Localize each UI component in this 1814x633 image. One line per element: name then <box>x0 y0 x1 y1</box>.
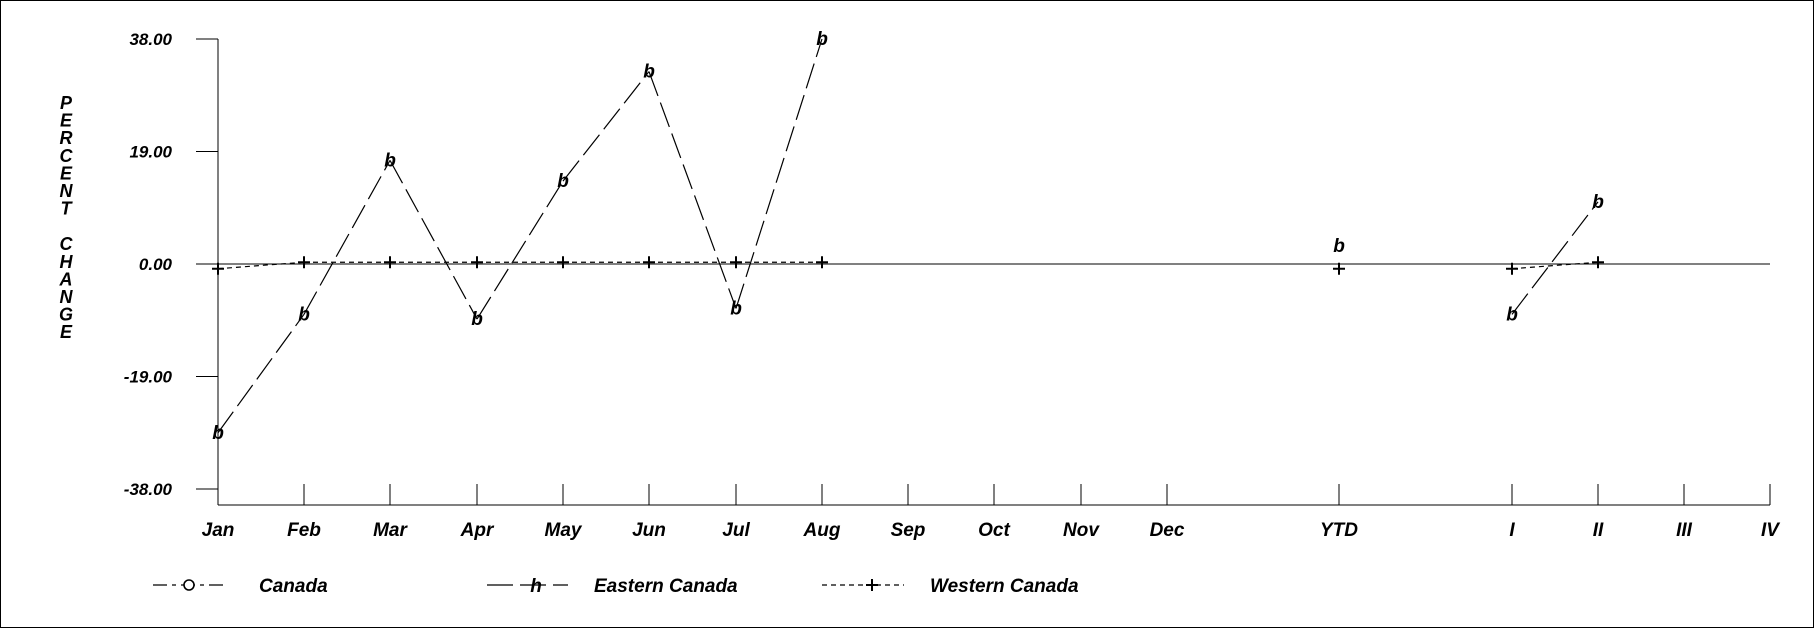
eastern-canada-point: b <box>730 298 742 319</box>
x-tick-label: Jan <box>202 520 235 541</box>
series-layer: b b b b b b b b b b b <box>212 29 1604 444</box>
x-tick-label: III <box>1676 520 1693 541</box>
x-tick-label: Sep <box>891 520 926 541</box>
y-axis-label-letter: H <box>60 252 74 272</box>
eastern-canada-line <box>735 38 823 309</box>
eastern-canada-point: b <box>643 62 655 83</box>
western-canada-point <box>816 256 828 269</box>
x-tick-label: Oct <box>978 520 1010 541</box>
western-canada-point <box>471 256 483 269</box>
x-tick-label: Aug <box>803 520 841 541</box>
y-tick-label: -38.00 <box>124 480 173 499</box>
y-axis-label-letter: N <box>60 287 74 307</box>
x-tick-label: Mar <box>373 520 408 541</box>
y-axis-label-letter: E <box>60 322 73 342</box>
eastern-canada-point: b <box>471 309 483 330</box>
eastern-canada-line <box>389 160 478 320</box>
y-tick-label: 38.00 <box>129 30 172 49</box>
y-axis-label-letter: T <box>61 199 74 219</box>
legend-western-label: Western Canada <box>930 576 1079 597</box>
y-axis-label-letter: E <box>60 163 73 183</box>
y-axis-label-letter: G <box>59 305 73 325</box>
western-canada-point <box>643 256 655 269</box>
legend: Canada h Eastern Canada Western Canada <box>153 576 1079 597</box>
eastern-canada-line <box>303 160 391 315</box>
tick-labels: 38.00 19.00 0.00 -19.00 -38.00 Jan Feb Mar Apr Ma… <box>124 30 1781 541</box>
legend-eastern-marker: h <box>530 576 542 597</box>
eastern-canada-line <box>1511 201 1599 315</box>
y-tick-label: 19.00 <box>129 143 172 162</box>
western-canada-point <box>1333 262 1345 275</box>
axes <box>196 38 1771 506</box>
y-axis-label-letter: P <box>60 93 73 113</box>
x-tick-label: I <box>1509 520 1515 541</box>
eastern-canada-point: b <box>1506 304 1518 325</box>
western-canada-point <box>730 256 742 269</box>
western-canada-point <box>298 256 310 269</box>
legend-canada-marker <box>183 579 195 591</box>
eastern-canada-point: b <box>816 29 828 50</box>
eastern-canada-point: b <box>298 304 310 325</box>
western-canada-line <box>1511 261 1599 270</box>
y-axis-label-letter: E <box>60 111 73 131</box>
western-canada-point <box>557 256 569 269</box>
eastern-canada-line <box>217 313 305 434</box>
y-tick-label: 0.00 <box>139 255 173 274</box>
eastern-canada-line <box>648 71 737 309</box>
y-axis-label-letter: C <box>60 234 74 254</box>
eastern-canada-point: b <box>384 150 396 171</box>
y-axis-label-letter: R <box>60 128 73 148</box>
x-tick-label: Jun <box>632 520 666 541</box>
legend-canada-label: Canada <box>259 576 328 597</box>
eastern-canada-point: b <box>212 423 224 444</box>
eastern-canada-point: b <box>1333 236 1345 257</box>
x-tick-label: May <box>545 520 583 541</box>
y-axis-label-letter: A <box>59 269 73 289</box>
y-axis-label-letter: C <box>60 146 74 166</box>
x-tick-label: IV <box>1761 520 1780 541</box>
y-axis-label-letter: N <box>60 181 74 201</box>
western-canada-point <box>1506 262 1518 275</box>
y-tick-label: -19.00 <box>124 368 173 387</box>
x-tick-label: II <box>1593 520 1604 541</box>
western-canada-point <box>212 262 224 275</box>
eastern-canada-line <box>476 180 564 320</box>
western-canada-line <box>217 261 305 270</box>
eastern-canada-point: b <box>557 171 569 192</box>
x-tick-label: Jul <box>722 520 750 541</box>
western-canada-point <box>384 256 396 269</box>
x-tick-label: Dec <box>1150 520 1185 541</box>
x-tick-label: YTD <box>1320 520 1358 541</box>
western-canada-point <box>1592 256 1604 269</box>
eastern-canada-line <box>562 71 650 182</box>
eastern-canada-point: b <box>1592 192 1604 213</box>
x-tick-label: Apr <box>460 520 495 541</box>
x-tick-label: Nov <box>1063 520 1100 541</box>
legend-eastern-label: Eastern Canada <box>594 576 738 597</box>
legend-western-marker <box>866 579 878 591</box>
x-tick-label: Feb <box>287 520 321 541</box>
